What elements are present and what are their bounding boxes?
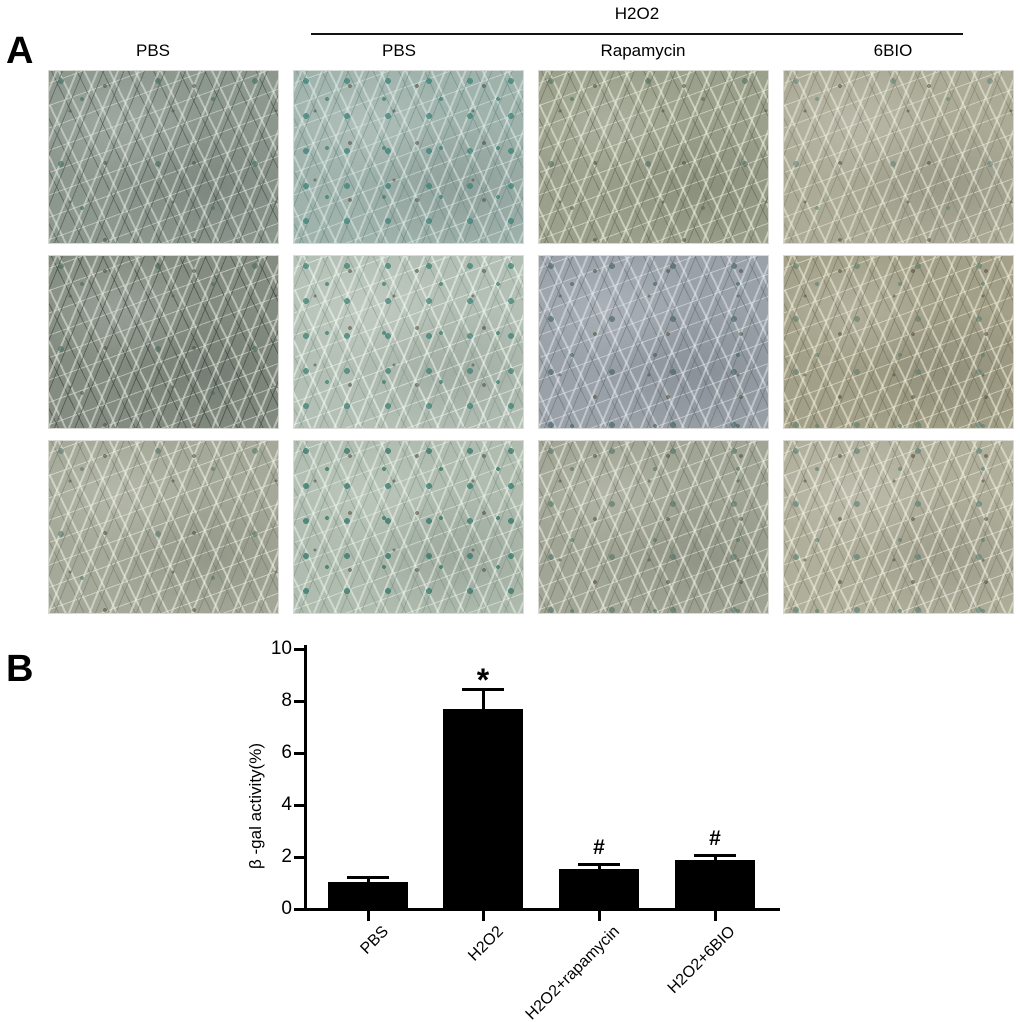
y-tick-label-8: 8 xyxy=(281,690,292,711)
y-tick-4 xyxy=(294,803,304,807)
column-label-h2o2-pbs: PBS xyxy=(381,41,417,60)
bar-H2O2+rapamycin xyxy=(559,868,639,908)
x-tick-PBS xyxy=(366,911,370,921)
bar-PBS xyxy=(328,881,408,908)
panel-b-label: B xyxy=(6,648,34,690)
error-bar-cap-H2O2 xyxy=(462,687,504,691)
micrograph-r3c4 xyxy=(783,440,1014,614)
x-label-H2O2: H2O2 xyxy=(465,923,508,965)
significance-star-H2O2: * xyxy=(476,661,490,698)
error-bar-line-PBS xyxy=(366,878,370,883)
x-tick-H2O2 xyxy=(481,911,485,921)
error-bar-cap-H2O2+rapamycin xyxy=(578,862,620,866)
micrograph-r1c1 xyxy=(48,70,279,244)
error-bar-cap-PBS xyxy=(347,876,389,880)
group-header-line xyxy=(311,33,963,35)
y-tick-label-2: 2 xyxy=(281,846,292,867)
x-tick-H2O2+6BIO xyxy=(713,911,717,921)
x-label-PBS: PBS xyxy=(357,923,393,958)
y-tick-label-4: 4 xyxy=(281,794,292,815)
x-label-H2O2+rapamycin: H2O2+rapamycin xyxy=(522,923,624,1022)
x-tick-H2O2+rapamycin xyxy=(597,911,601,921)
significance-hash-H2O2+6BIO: # xyxy=(709,827,721,850)
micrograph-grid xyxy=(48,70,1014,614)
y-tick-6 xyxy=(294,751,304,755)
micrograph-r3c2 xyxy=(293,440,524,614)
error-bar-line-H2O2+rapamycin xyxy=(597,864,601,870)
y-tick-label-10: 10 xyxy=(270,638,292,659)
y-tick-label-0: 0 xyxy=(281,898,292,919)
y-tick-2 xyxy=(294,855,304,859)
y-tick-10 xyxy=(294,647,304,651)
error-bar-line-H2O2+6BIO xyxy=(713,856,717,861)
column-label-pbs: PBS xyxy=(135,41,171,60)
micrograph-r2c3 xyxy=(538,255,769,429)
x-label-H2O2+6BIO: H2O2+6BIO xyxy=(665,923,740,997)
error-bar-line-H2O2 xyxy=(481,689,485,710)
y-tick-8 xyxy=(294,699,304,703)
x-axis-line xyxy=(304,908,780,911)
panel-a-label: A xyxy=(6,30,34,72)
micrograph-r1c3 xyxy=(538,70,769,244)
group-header-h2o2: H2O2 xyxy=(614,4,660,23)
error-bar-cap-H2O2+6BIO xyxy=(694,854,736,857)
micrograph-r2c2 xyxy=(293,255,524,429)
micrograph-r2c4 xyxy=(783,255,1014,429)
y-tick-0 xyxy=(294,907,304,911)
column-label-rapamycin: Rapamycin xyxy=(600,41,686,60)
y-axis-line xyxy=(304,645,307,911)
y-tick-label-6: 6 xyxy=(281,742,292,763)
bar-H2O2 xyxy=(443,708,523,908)
micrograph-r3c1 xyxy=(48,440,279,614)
significance-hash-H2O2+rapamycin: # xyxy=(593,835,605,859)
bar-H2O2+6BIO xyxy=(675,859,755,908)
column-label-6bio: 6BIO xyxy=(873,41,913,60)
micrograph-r2c1 xyxy=(48,255,279,429)
micrograph-r1c4 xyxy=(783,70,1014,244)
micrograph-r1c2 xyxy=(293,70,524,244)
micrograph-r3c3 xyxy=(538,440,769,614)
